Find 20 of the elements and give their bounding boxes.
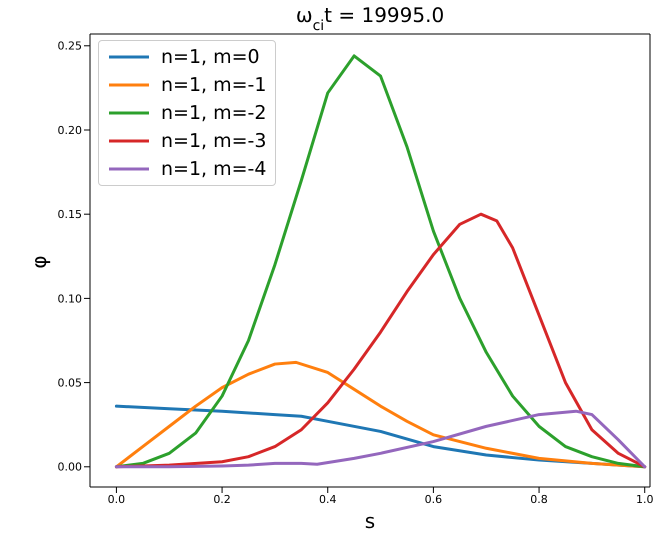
x-tick-label: 0.0 <box>108 492 126 506</box>
chart-title: ω$_{ci}$t = 19995.0 <box>296 3 444 34</box>
legend-label: n=1, m=-3 <box>161 129 267 154</box>
y-axis-title: φ <box>27 255 51 269</box>
legend-label: n=1, m=-4 <box>161 157 267 182</box>
x-tick-label: 0.6 <box>424 492 442 506</box>
y-tick-label: 0.05 <box>58 376 82 390</box>
y-tick-label: 0.25 <box>58 40 82 53</box>
legend-label: n=1, m=-2 <box>161 101 267 126</box>
x-tick-label: 0.2 <box>213 492 231 506</box>
y-tick-label: 0.15 <box>58 208 82 222</box>
x-tick-label: 1.0 <box>636 492 654 506</box>
y-tick-label: 0.20 <box>58 124 82 137</box>
legend-label: n=1, m=-1 <box>161 73 267 98</box>
legend-label: n=1, m=0 <box>161 45 260 70</box>
y-tick-label: 0.10 <box>58 292 82 306</box>
y-tick-label: 0.00 <box>58 460 82 474</box>
x-tick-label: 0.4 <box>318 492 336 506</box>
x-axis-title: s <box>364 509 376 533</box>
x-tick-label: 0.8 <box>530 492 548 506</box>
